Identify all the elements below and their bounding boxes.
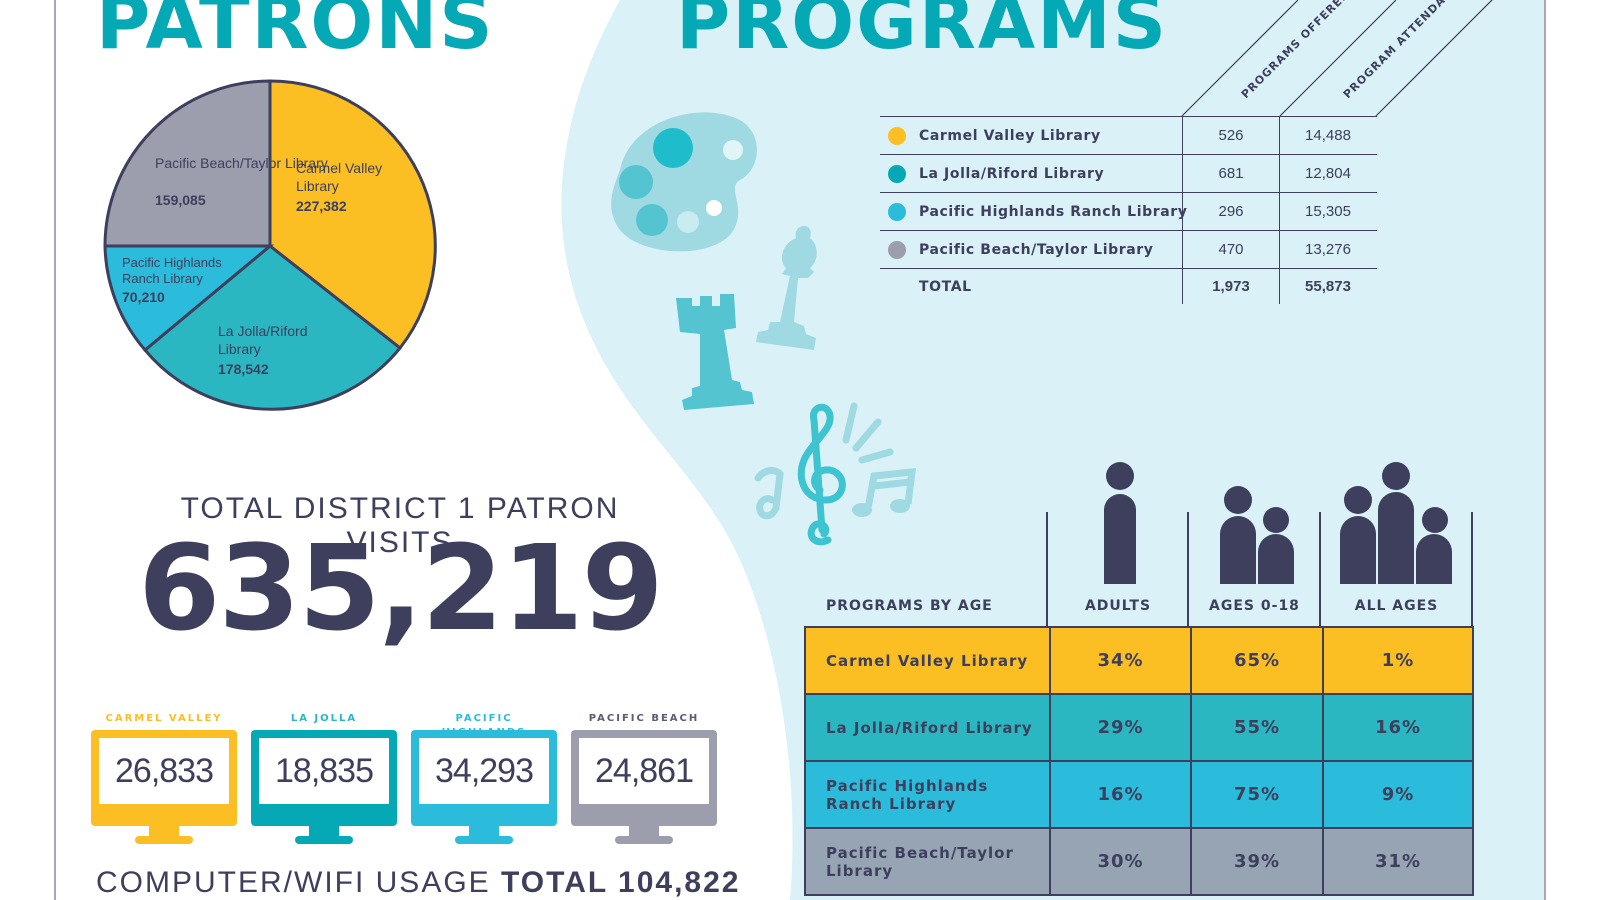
table-row: Pacific Highlands Ranch Library 16% 75% … (806, 762, 1474, 829)
pie-label-pacific-highlands: Pacific Highlands Ranch Library (122, 255, 222, 286)
chess-bishop-icon (756, 226, 817, 350)
pie-slice-la-jolla (142, 244, 403, 411)
computer-usage-total: COMPUTER/WIFI USAGE TOTAL 104,822 (96, 866, 741, 899)
monitor-pacific-beach: PACIFIC BEACH 24,861 (571, 712, 717, 844)
programs-by-age-table: Carmel Valley Library 34% 65% 1% La Joll… (804, 626, 1474, 896)
patrons-pie-chart (103, 79, 437, 411)
table-row: Pacific Beach/Taylor Library 30% 39% 31% (806, 829, 1474, 896)
table-row: Carmel Valley Library 34% 65% 1% (806, 628, 1474, 695)
adult-child-icon (1220, 486, 1294, 584)
patrons-title: PATRONS (96, 0, 495, 66)
table-row: La Jolla/Riford Library 29% 55% 16% (806, 695, 1474, 762)
treble-clef-icon (754, 402, 917, 546)
table-row: La Jolla/Riford Library 681 12,804 (880, 154, 1377, 192)
programs-title: PROGRAMS (676, 0, 1169, 66)
table-row: Pacific Beach/Taylor Library 470 13,276 (880, 230, 1377, 268)
monitor-icon: 18,835 (251, 730, 397, 826)
pie-label-la-jolla: La Jolla/Riford Library (218, 323, 308, 357)
frame-border-right (1544, 0, 1546, 900)
pie-slice-pacific-highlands (103, 244, 275, 353)
monitor-icon: 24,861 (571, 730, 717, 826)
pie-value-carmel-valley: 227,382 (296, 198, 347, 214)
column-header-all-ages: ALL AGES (1354, 598, 1439, 614)
monitor-icon: 26,833 (91, 730, 237, 826)
chess-rook-icon (676, 294, 754, 410)
programs-table-diagonal-header (1181, 0, 1493, 117)
pie-value-pacific-beach: 159,085 (155, 192, 206, 208)
pie-slice-carmel-valley (268, 79, 437, 351)
programs-by-age-title: PROGRAMS BY AGE (826, 598, 993, 614)
palette-icon (611, 112, 757, 252)
pie-label-pacific-beach: Pacific Beach/Taylor Library (155, 155, 328, 171)
table-row: Carmel Valley Library 526 14,488 (880, 116, 1377, 154)
legend-dot-icon (888, 164, 906, 183)
monitor-pacific-highlands: PACIFIC HIGHLANDS 34,293 (411, 712, 557, 844)
column-header-ages-0-18: AGES 0-18 (1209, 598, 1300, 614)
pie-slice-pacific-beach (103, 79, 272, 248)
family-icon (1340, 462, 1452, 584)
total-visits-value: 635,219 (138, 519, 663, 657)
programs-table: Carmel Valley Library 526 14,488 La Joll… (880, 116, 1377, 304)
monitor-carmel-valley: CARMEL VALLEY 26,833 (91, 712, 237, 844)
monitor-la-jolla: LA JOLLA 18,835 (251, 712, 397, 844)
frame-border-left (54, 0, 56, 900)
pie-value-la-jolla: 178,542 (218, 361, 269, 377)
pie-label-carmel-valley: Carmel Valley Library (296, 160, 383, 194)
legend-dot-icon (888, 202, 906, 221)
legend-dot-icon (888, 240, 906, 259)
legend-dot-icon (888, 126, 906, 145)
table-row-total: TOTAL 1,973 55,873 (880, 268, 1377, 304)
column-header-adults: ADULTS (1084, 598, 1152, 614)
pie-value-pacific-highlands: 70,210 (122, 289, 165, 305)
table-row: Pacific Highlands Ranch Library 296 15,3… (880, 192, 1377, 230)
total-visits-label: TOTAL DISTRICT 1 PATRON VISITS (180, 492, 620, 559)
adult-icon (1104, 462, 1136, 584)
monitor-icon: 34,293 (411, 730, 557, 826)
